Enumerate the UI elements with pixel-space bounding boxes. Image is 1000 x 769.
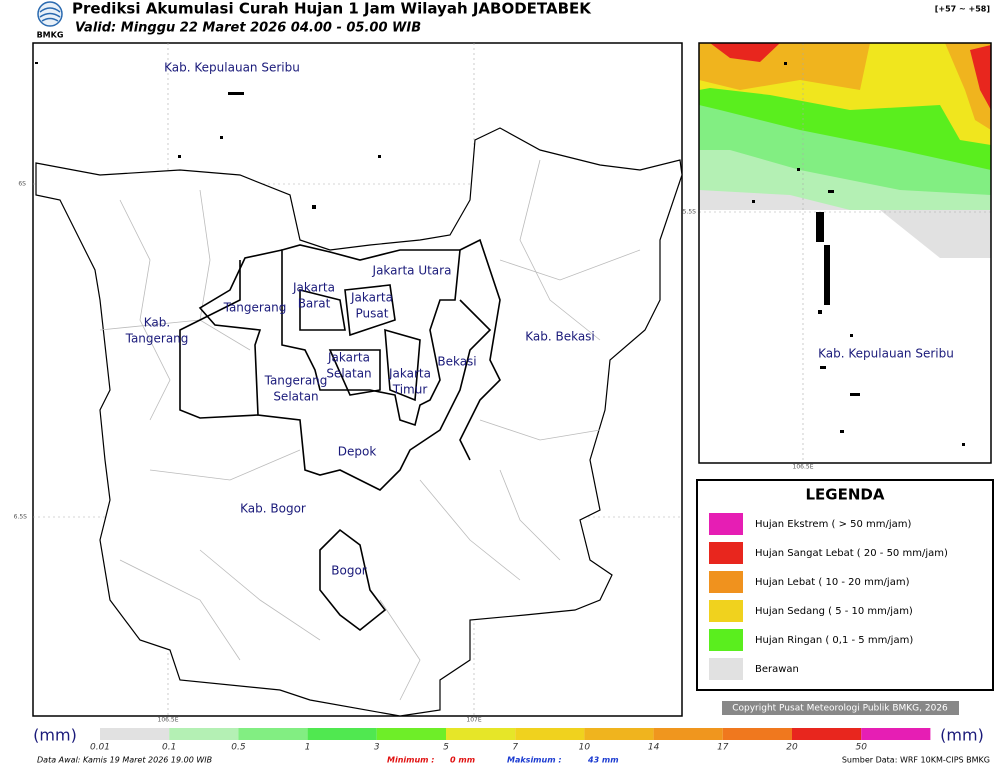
- range: [+57 ~ +58]: [935, 5, 990, 14]
- inset-map: Kab. Kepulauan Seribu 5.5S 106.5E: [683, 42, 992, 471]
- legend-swatch: [709, 542, 743, 564]
- scale-segment: [376, 728, 446, 740]
- scale-label: 0.1: [162, 743, 176, 753]
- region-label: Pusat: [356, 307, 389, 321]
- coord-label: 6S: [18, 181, 26, 188]
- scale-segment: [515, 728, 585, 740]
- scale-segment: [653, 728, 723, 740]
- copyright: Copyright Pusat Meteorologi Publik BMKG,…: [732, 704, 948, 714]
- logo: BMKG: [37, 1, 64, 40]
- legend-swatch: [709, 571, 743, 593]
- legend: LEGENDA Hujan Ekstrem ( > 50 mm/jam) Huja…: [696, 479, 994, 691]
- scale-label: 1: [305, 743, 311, 753]
- scale-segment: [446, 728, 516, 740]
- scale-segment: [100, 728, 170, 740]
- region-label: Kab.: [144, 316, 170, 330]
- region-label: Kab. Bogor: [240, 502, 306, 516]
- region-label: Bogor: [331, 564, 367, 578]
- region-label: Kab. Kepulauan Seribu: [818, 347, 954, 361]
- legend-label: Hujan Ekstrem ( > 50 mm/jam): [755, 519, 912, 530]
- coord-label: 6.5S: [14, 514, 28, 521]
- legend-swatch: [709, 600, 743, 622]
- region-label: Kab. Kepulauan Seribu: [164, 61, 300, 75]
- scale-segment: [307, 728, 377, 740]
- scale-label: 10: [579, 743, 591, 753]
- scale-segment: [722, 728, 792, 740]
- region-label: Depok: [338, 445, 377, 459]
- max-label: Maksimum :: [507, 756, 562, 765]
- title: Prediksi Akumulasi Curah Hujan 1 Jam Wil…: [72, 0, 592, 18]
- max-value: 43 mm: [587, 756, 619, 765]
- scale-label: 14: [648, 743, 660, 753]
- scale-segment: [584, 728, 654, 740]
- region-label: Selatan: [326, 367, 371, 381]
- source: Sumber Data: WRF 10KM-CIPS BMKG: [842, 756, 990, 765]
- scale-label: 0.5: [231, 743, 246, 753]
- main-map: Kab. Kepulauan Seribu Jakarta Utara Jakart…: [14, 42, 683, 724]
- scale-label: 20: [786, 743, 798, 753]
- region-label: Jakarta Utara: [372, 264, 452, 278]
- data-awal: Data Awal: Kamis 19 Maret 2026 19.00 WIB: [37, 756, 212, 765]
- logo-text: BMKG: [37, 31, 64, 40]
- legend-label: Hujan Lebat ( 10 - 20 mm/jam): [755, 577, 910, 588]
- region-label: Tangerang: [125, 332, 189, 346]
- scale-segment: [861, 728, 931, 740]
- legend-swatch: [709, 513, 743, 535]
- min-label: Minimum :: [387, 756, 435, 765]
- legend-swatch: [709, 658, 743, 680]
- scale-label: 50: [855, 743, 867, 753]
- copyright-bg: [722, 701, 959, 715]
- region-label: Barat: [298, 297, 331, 311]
- region-label: Jakarta: [327, 351, 370, 365]
- scale-unit-right: (mm): [940, 726, 984, 745]
- region-label: Selatan: [273, 390, 318, 404]
- scale-label: 7: [512, 743, 518, 753]
- region-label: Kab. Bekasi: [525, 330, 595, 344]
- legend-label: Berawan: [755, 664, 799, 675]
- scale-label: 3: [374, 743, 380, 753]
- scale-label: 17: [717, 743, 729, 753]
- coord-label: 107E: [466, 717, 481, 724]
- coord-label: 106.5E: [158, 717, 179, 724]
- min-value: 0 mm: [450, 756, 475, 765]
- legend-title: LEGENDA: [806, 486, 885, 504]
- coord-label: 5.5S: [683, 209, 697, 216]
- legend-label: Hujan Sedang ( 5 - 10 mm/jam): [755, 606, 913, 617]
- scale-segment: [238, 728, 308, 740]
- scale-segment: [169, 728, 239, 740]
- region-label: Tangerang: [223, 301, 287, 315]
- legend-label: Hujan Ringan ( 0,1 - 5 mm/jam): [755, 635, 913, 646]
- region-label: Bekasi: [437, 355, 476, 369]
- coord-label: 106.5E: [793, 464, 814, 471]
- region-label: Jakarta: [350, 291, 393, 305]
- valid-time: Valid: Minggu 22 Maret 2026 04.00 - 05.0…: [75, 21, 421, 36]
- scale-unit-left: (mm): [33, 726, 77, 745]
- region-label: Timur: [392, 383, 428, 397]
- region-label: Tangerang: [264, 374, 328, 388]
- scale-segment: [792, 728, 862, 740]
- region-label: Jakarta: [388, 367, 431, 381]
- legend-label: Hujan Sangat Lebat ( 20 - 50 mm/jam): [755, 548, 948, 559]
- scale-label: 5: [443, 743, 449, 753]
- legend-swatch: [709, 629, 743, 651]
- region-label: Jakarta: [292, 281, 335, 295]
- scale-label: 0.01: [90, 743, 110, 753]
